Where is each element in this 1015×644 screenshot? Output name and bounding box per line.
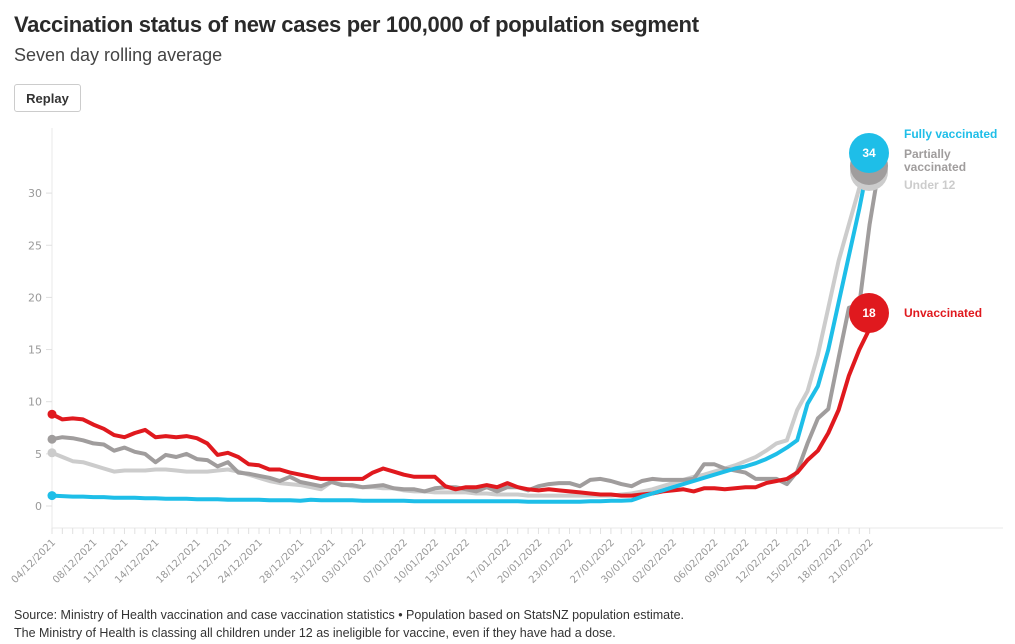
chart-lines	[47, 149, 882, 504]
series-start-dot-under-12	[47, 448, 57, 458]
series-start-dot-unvaccinated	[47, 409, 57, 419]
series-start-dot-fully-vaccinated	[47, 491, 57, 501]
end-marker-fully-vaccinated	[849, 133, 889, 173]
y-tick-label: 25	[28, 239, 42, 252]
end-label-partially-vaccinated-line2: vaccinated	[904, 160, 966, 174]
badge-value-unvaccinated: 18	[862, 306, 876, 320]
end-label-under-12: Under 12	[904, 178, 956, 192]
chart-footer: Source: Ministry of Health vaccination a…	[14, 607, 684, 642]
source-note: Source: Ministry of Health vaccination a…	[14, 608, 685, 622]
y-tick-label: 10	[28, 396, 42, 409]
end-label-partially-vaccinated-line1: Partially	[904, 147, 951, 161]
y-tick-label: 0	[35, 500, 42, 513]
series-line-unvaccinated	[50, 313, 882, 498]
end-marker-unvaccinated	[849, 293, 889, 333]
series-line-fully-vaccinated	[50, 149, 882, 504]
y-tick-label: 20	[28, 291, 42, 304]
end-label-unvaccinated: Unvaccinated	[904, 306, 982, 320]
y-tick-label: 15	[28, 344, 42, 357]
y-tick-label: 30	[28, 187, 42, 200]
series-line-partially-vaccinated	[50, 159, 882, 494]
chart-subtitle: Seven day rolling average	[14, 45, 223, 65]
y-tick-label: 5	[35, 448, 42, 461]
badge-value-fully-vaccinated: 34	[862, 146, 876, 160]
chart-title: Vaccination status of new cases per 100,…	[14, 12, 699, 37]
series-start-dot-partially-vaccinated	[47, 434, 57, 444]
chart-axes: 05101520253004/12/202108/12/202111/12/20…	[10, 128, 1003, 586]
end-label-fully-vaccinated: Fully vaccinated	[904, 127, 997, 141]
eligibility-note: The Ministry of Health is classing all c…	[14, 625, 616, 640]
replay-button[interactable]: Replay	[14, 84, 81, 112]
series-line-under-12	[50, 159, 872, 498]
